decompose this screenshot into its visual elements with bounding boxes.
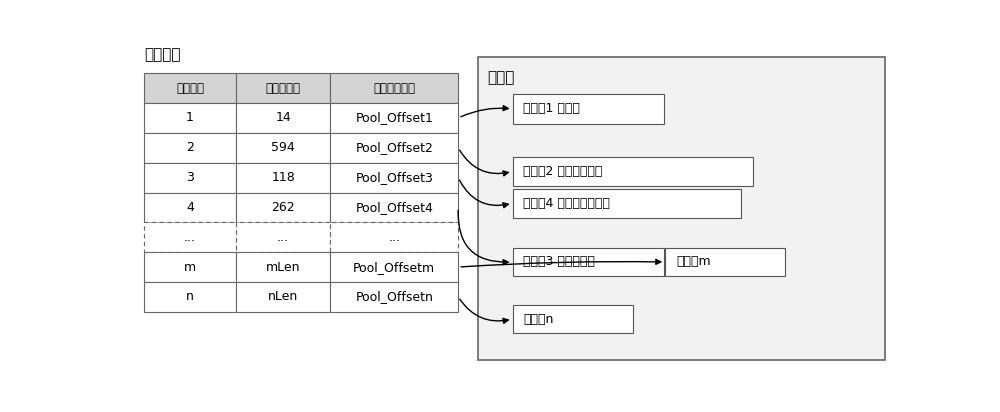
Text: 14: 14	[275, 112, 291, 124]
Bar	[144, 103, 236, 133]
Text: 遥测源长度: 遥测源长度	[266, 82, 301, 95]
Text: n: n	[186, 290, 194, 303]
Text: 遥测源表: 遥测源表	[144, 47, 181, 62]
Text: 遥测源2 姿轨控计算机: 遥测源2 姿轨控计算机	[523, 165, 603, 178]
Text: Pool_Offsetm: Pool_Offsetm	[353, 260, 435, 274]
Text: Pool_Offset4: Pool_Offset4	[355, 201, 433, 214]
Text: Pool_Offset3: Pool_Offset3	[355, 171, 433, 184]
Bar	[512, 305, 633, 333]
Bar	[144, 252, 236, 282]
Text: 遥测源号: 遥测源号	[176, 82, 204, 95]
Bar	[330, 103, 458, 133]
Bar	[330, 192, 458, 222]
Text: 遥测源3 载荷计算机: 遥测源3 载荷计算机	[523, 255, 595, 269]
Bar	[144, 163, 236, 192]
Text: 遥测源1 应答机: 遥测源1 应答机	[523, 103, 580, 115]
Bar	[236, 73, 330, 103]
Bar	[512, 189, 741, 218]
Bar	[512, 157, 753, 186]
Bar	[330, 73, 458, 103]
Bar	[330, 282, 458, 312]
Bar	[236, 192, 330, 222]
FancyArrowPatch shape	[460, 150, 508, 176]
Text: ...: ...	[277, 231, 289, 244]
Bar	[144, 133, 236, 163]
Bar	[512, 248, 664, 276]
Bar	[144, 192, 236, 222]
Text: Pool_Offsetn: Pool_Offsetn	[355, 290, 433, 303]
Text: 2: 2	[186, 141, 194, 154]
Text: nLen: nLen	[268, 290, 298, 303]
Text: 3: 3	[186, 171, 194, 184]
Bar	[330, 222, 458, 252]
Bar	[144, 73, 236, 103]
Text: ...: ...	[184, 231, 196, 244]
Text: 262: 262	[271, 201, 295, 214]
Bar	[236, 163, 330, 192]
Bar	[330, 163, 458, 192]
FancyArrowPatch shape	[461, 105, 508, 117]
Text: m: m	[184, 260, 196, 274]
Text: 594: 594	[271, 141, 295, 154]
FancyArrowPatch shape	[458, 210, 508, 265]
Bar	[512, 94, 664, 124]
Bar	[236, 103, 330, 133]
FancyArrowPatch shape	[459, 180, 508, 208]
Bar	[478, 57, 885, 360]
Bar	[236, 222, 330, 252]
Bar	[330, 133, 458, 163]
Text: ...: ...	[388, 231, 400, 244]
Bar	[144, 282, 236, 312]
Text: 遥测池: 遥测池	[487, 70, 514, 85]
FancyArrowPatch shape	[461, 259, 661, 267]
Bar	[144, 222, 236, 252]
Text: Pool_Offset1: Pool_Offset1	[355, 112, 433, 124]
Text: 遥测源n: 遥测源n	[523, 313, 554, 325]
Text: mLen: mLen	[266, 260, 300, 274]
Text: 118: 118	[271, 171, 295, 184]
Text: 1: 1	[186, 112, 194, 124]
Text: 遥测源m: 遥测源m	[676, 255, 711, 269]
Bar	[236, 252, 330, 282]
Bar	[330, 252, 458, 282]
Bar	[236, 282, 330, 312]
Text: 遥测池内偏移: 遥测池内偏移	[373, 82, 415, 95]
Text: 遥测源4 星载计算机硬件: 遥测源4 星载计算机硬件	[523, 197, 610, 210]
Text: 4: 4	[186, 201, 194, 214]
Bar	[236, 133, 330, 163]
Text: Pool_Offset2: Pool_Offset2	[355, 141, 433, 154]
FancyArrowPatch shape	[460, 299, 508, 323]
Bar	[665, 248, 785, 276]
